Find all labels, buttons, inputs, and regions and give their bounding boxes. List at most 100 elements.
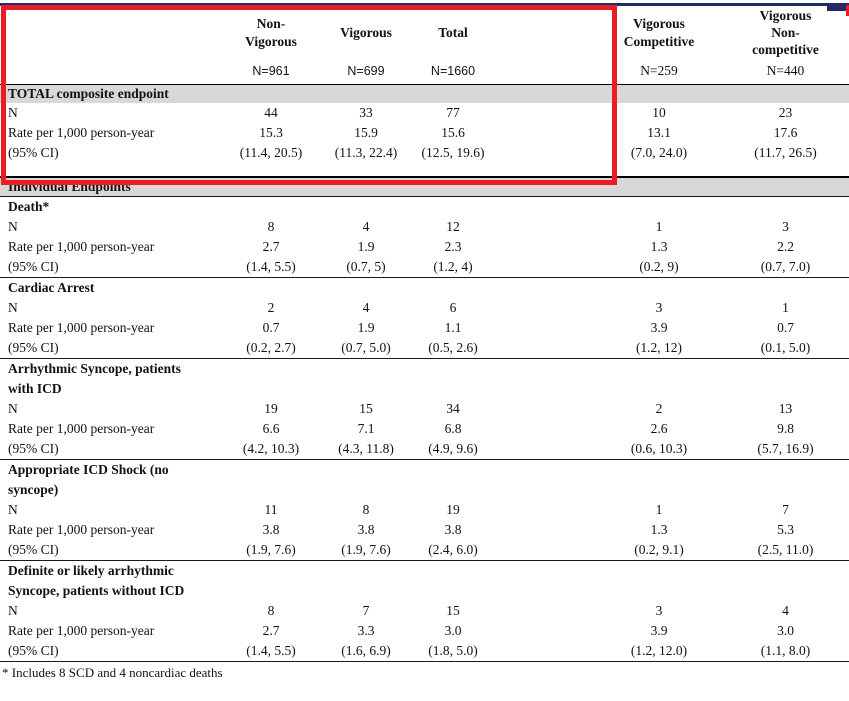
spacer-cell	[498, 103, 596, 123]
table-row: (95% CI) (1.9, 7.6) (1.9, 7.6) (2.4, 6.0) (0…	[0, 540, 849, 561]
value-cell: (1.2, 12.0)	[596, 641, 722, 662]
column-n: N=259	[640, 63, 678, 78]
value-cell: 8	[362, 502, 370, 517]
value-cell: (1.4, 5.5)	[246, 259, 296, 274]
column-n: N=699	[347, 64, 385, 78]
value-cell: 15.6	[441, 125, 465, 140]
row-label: N	[8, 603, 18, 618]
value-cell: (0.2, 9.1)	[634, 542, 684, 557]
value-cell: (1.6, 6.9)	[324, 641, 408, 662]
value-cell: (5.7, 16.9)	[757, 441, 814, 456]
value-cell: 4	[362, 300, 370, 315]
spacer-cell	[498, 419, 596, 439]
value-cell: 7	[782, 502, 789, 517]
value-cell: 2	[267, 300, 275, 315]
spacer-cell	[498, 257, 596, 278]
value-cell: 3.8	[357, 522, 375, 537]
row-label: (95% CI)	[0, 641, 218, 662]
spacer-cell	[498, 3, 596, 85]
value-cell: 3.9	[650, 623, 668, 638]
value-cell: (0.7, 7.0)	[760, 259, 811, 274]
row-label: Rate per 1,000 person-year	[8, 421, 155, 436]
row-label: (95% CI)	[8, 441, 59, 456]
value-cell: 2.7	[262, 239, 280, 254]
value-cell: 2.3	[444, 239, 462, 254]
value-cell: 3	[655, 300, 663, 315]
value-cell: 3.9	[650, 320, 668, 335]
value-cell: 1.9	[357, 320, 375, 335]
value-cell: 1.9	[357, 239, 375, 254]
column-header-total: Total N=1660	[408, 3, 498, 85]
window-edge-corner	[827, 3, 849, 11]
section-title: Definite or likely arrhythmic Syncope, p…	[0, 560, 849, 601]
section-header-row: Individual Endpoints	[0, 176, 849, 197]
value-cell: (2.5, 11.0)	[757, 542, 814, 557]
value-cell: 2.2	[777, 239, 794, 254]
section-title: Arrhythmic Syncope, patients with ICD	[0, 358, 849, 399]
value-cell: 2.6	[650, 421, 668, 436]
value-cell: 3	[655, 603, 663, 618]
value-cell: 2	[655, 401, 663, 416]
table-row: Rate per 1,000 person-year 2.7 1.9 2.3 1.3 2.…	[0, 237, 849, 257]
value-cell: 2.7	[262, 623, 280, 638]
table-row: (95% CI) (11.4, 20.5) (11.3, 22.4) (12.5, 1…	[0, 143, 849, 177]
row-label: Rate per 1,000 person-year	[8, 522, 155, 537]
value-cell: (12.5, 19.6)	[421, 145, 485, 160]
table-row: N 44 33 77 10 23	[0, 103, 849, 123]
row-label: Rate per 1,000 person-year	[8, 125, 155, 140]
column-label: Non- Vigorous	[245, 16, 297, 49]
value-cell: (1.1, 8.0)	[722, 641, 849, 662]
row-label: N	[8, 502, 18, 517]
document-page: Non- Vigorous N=961 Vigorous N=699 Total…	[0, 3, 849, 701]
value-cell: (1.4, 5.5)	[218, 641, 324, 662]
value-cell: 8	[267, 603, 275, 618]
value-cell: 11	[264, 502, 278, 517]
value-cell: 17.6	[773, 125, 798, 140]
value-cell: 0.7	[262, 320, 280, 335]
column-header-row: Non- Vigorous N=961 Vigorous N=699 Total…	[0, 3, 849, 85]
endpoint-title-row: Arrhythmic Syncope, patients with ICD	[0, 358, 849, 399]
value-cell: 1	[655, 502, 663, 517]
value-cell: 15.9	[354, 125, 378, 140]
row-label: (95% CI)	[8, 340, 59, 355]
column-header-vigorous: Vigorous N=699	[324, 3, 408, 85]
value-cell: (2.4, 6.0)	[428, 542, 478, 557]
value-cell: (0.7, 5.0)	[341, 340, 391, 355]
value-cell: 33	[359, 105, 373, 120]
row-label: N	[8, 300, 18, 315]
value-cell: 4	[362, 219, 370, 234]
value-cell: 1	[655, 219, 663, 234]
value-cell: 5.3	[777, 522, 794, 537]
table-row: Rate per 1,000 person-year 15.3 15.9 15.6 13…	[0, 123, 849, 143]
value-cell: (1.2, 12)	[635, 340, 683, 355]
value-cell: 1.3	[650, 239, 668, 254]
value-cell: (0.2, 2.7)	[246, 340, 296, 355]
value-cell: 3.0	[444, 623, 462, 638]
value-cell: 10	[652, 105, 666, 120]
table-row: (95% CI) (0.2, 2.7) (0.7, 5.0) (0.5, 2.6) (1…	[0, 338, 849, 359]
spacer-cell	[498, 641, 596, 662]
value-cell: 3	[782, 219, 789, 234]
spacer-cell	[498, 540, 596, 561]
value-cell: 7.1	[357, 421, 375, 436]
spacer-cell	[498, 143, 596, 177]
value-cell: 44	[264, 105, 278, 120]
value-cell: (0.1, 5.0)	[760, 340, 811, 355]
red-edge-sliver	[846, 5, 849, 16]
value-cell: 19	[446, 502, 460, 517]
spacer-cell	[498, 123, 596, 143]
table-row: N 2 4 6 3 1	[0, 298, 849, 318]
table-row: Rate per 1,000 person-year 2.7 3.3 3.0 3.9 3.…	[0, 621, 849, 641]
endpoint-title-row: Definite or likely arrhythmic Syncope, p…	[0, 560, 849, 601]
column-n: N=440	[766, 63, 805, 78]
column-header-vigorous-noncompetitive: Vigorous Non- competitive N=440	[722, 3, 849, 85]
table-row: (95% CI) (1.4, 5.5) (0.7, 5) (1.2, 4) (0.2, …	[0, 257, 849, 278]
column-n: N=961	[252, 64, 290, 78]
value-cell: (0.5, 2.6)	[428, 340, 478, 355]
value-cell: 3.8	[444, 522, 462, 537]
column-label: Total	[438, 24, 468, 40]
row-label: N	[8, 105, 18, 120]
spacer-cell	[498, 217, 596, 237]
table-row: Rate per 1,000 person-year 0.7 1.9 1.1 3.9 0.…	[0, 318, 849, 338]
value-cell: 15	[446, 603, 460, 618]
